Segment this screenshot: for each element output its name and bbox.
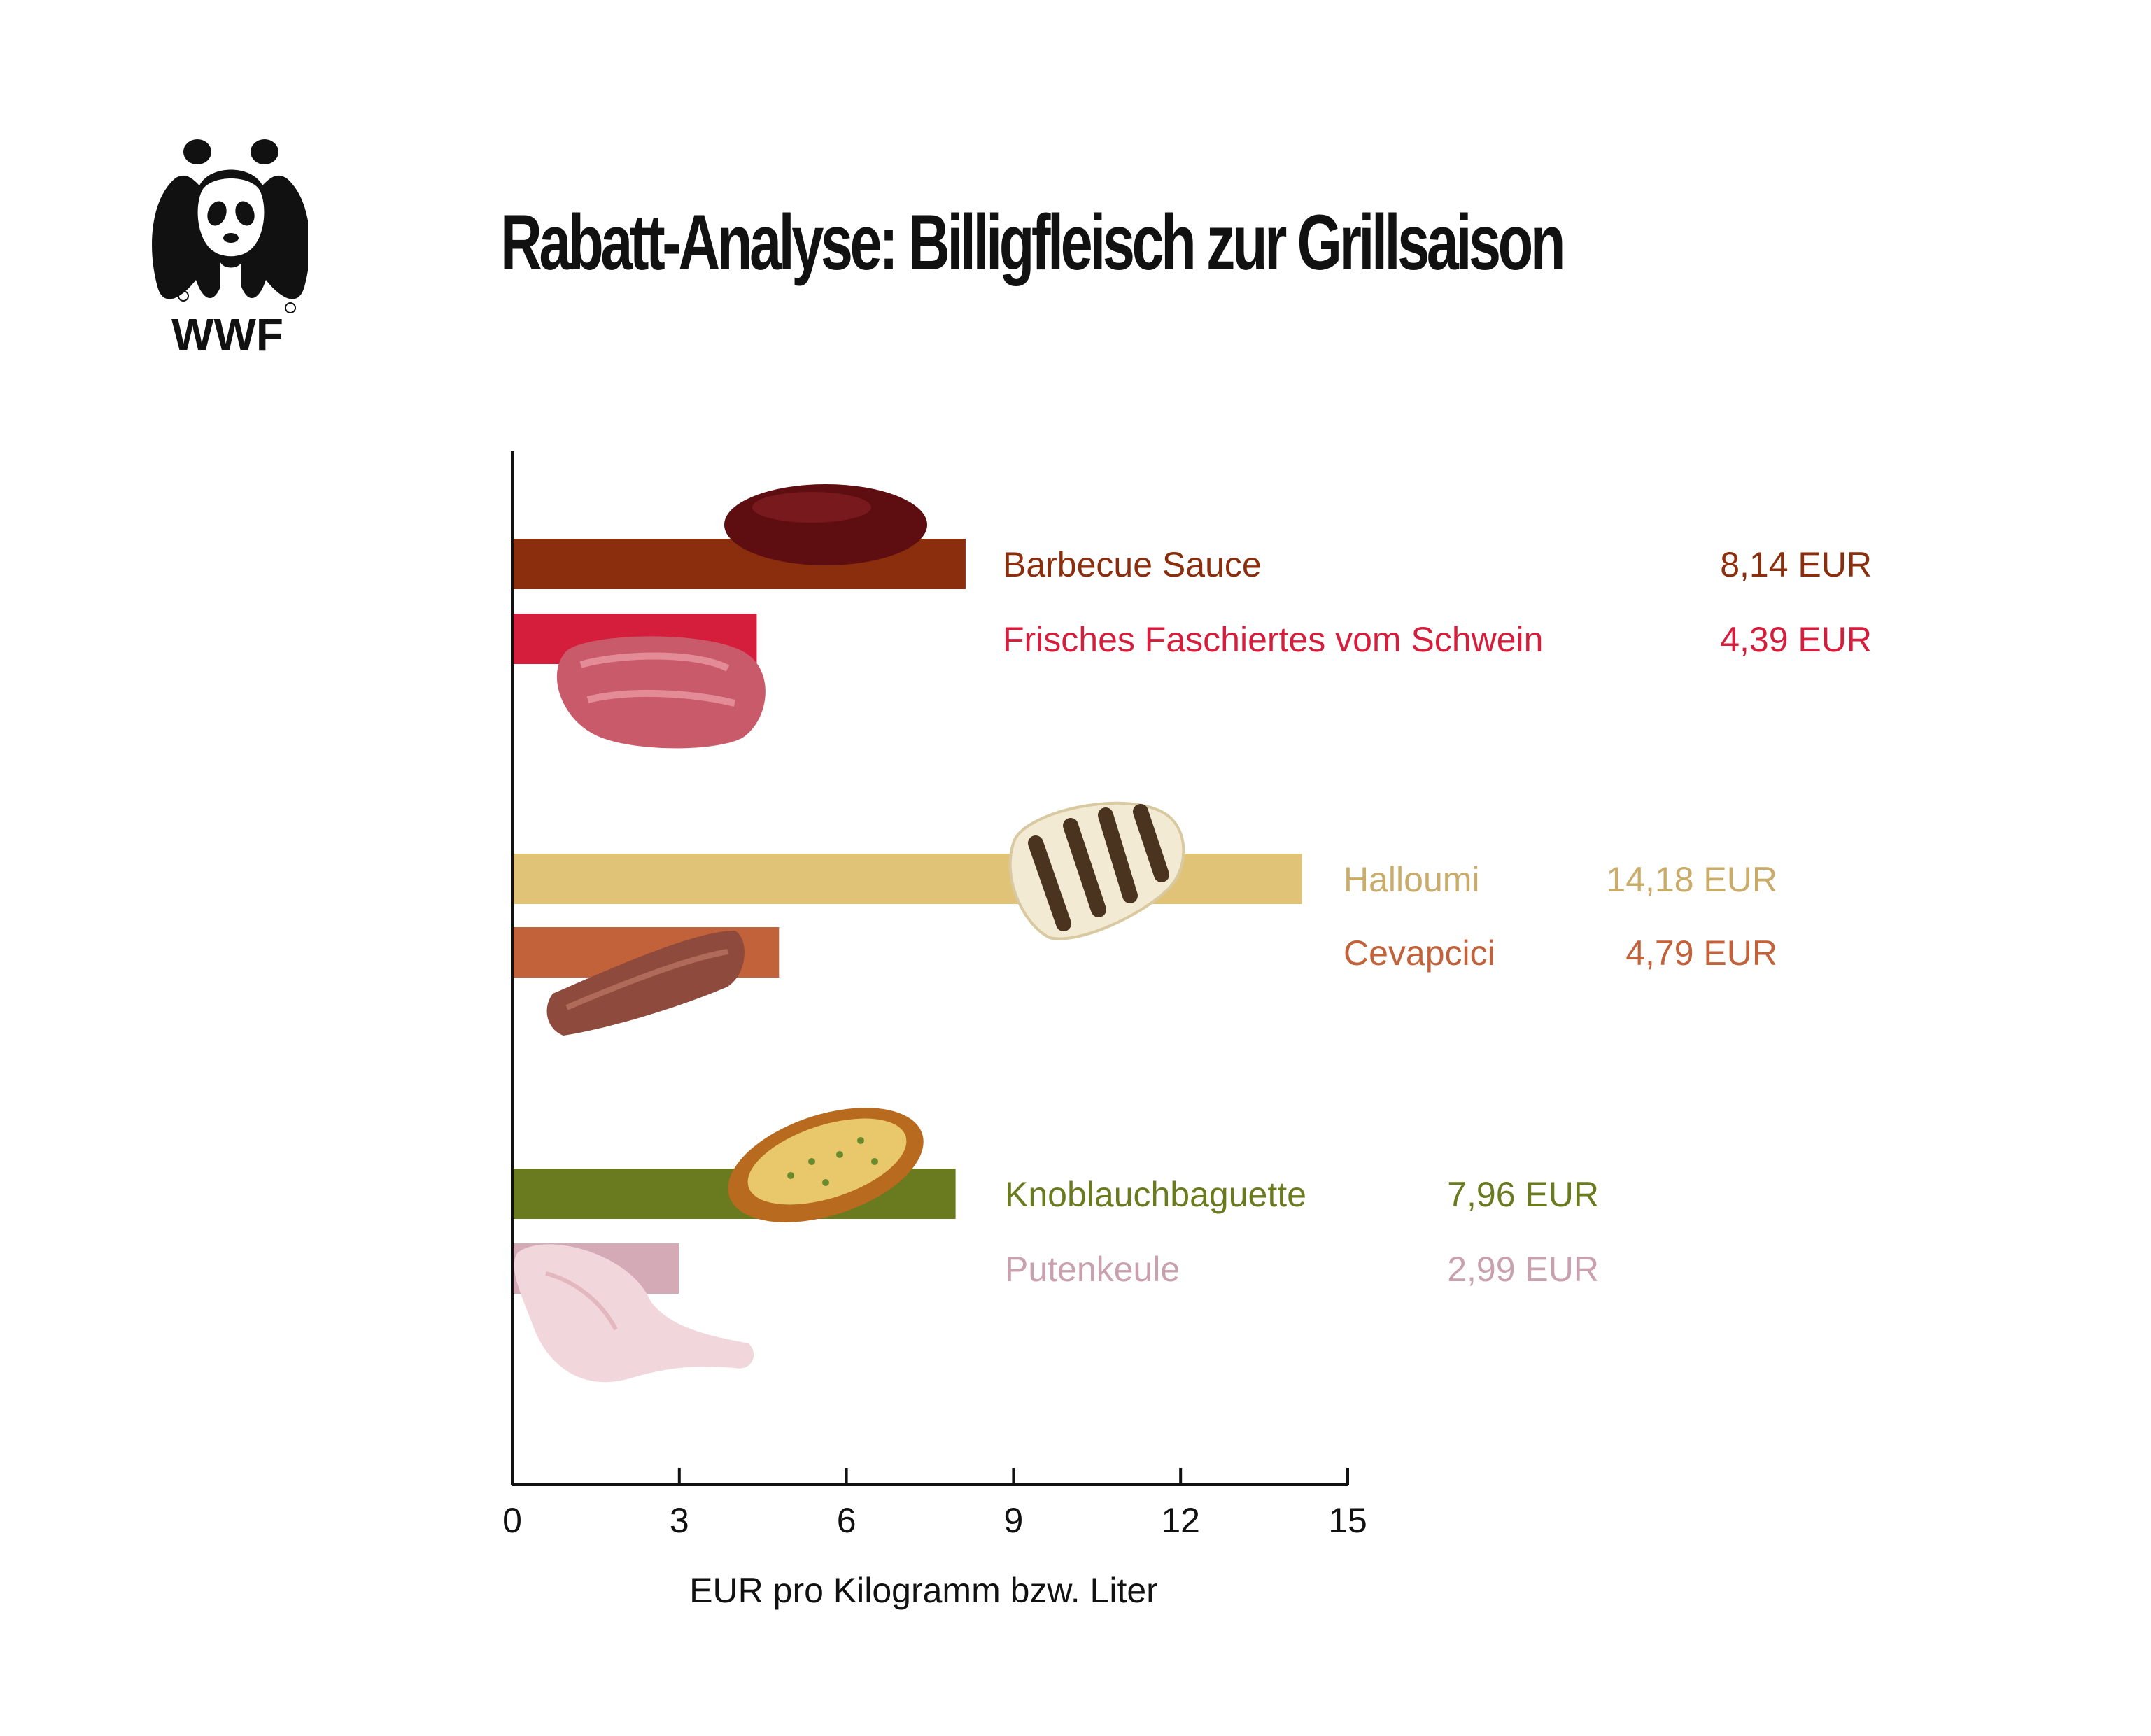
garlic-baguette-icon [728,1108,924,1222]
wwf-text: WWF [171,309,283,360]
category-label: Frisches Faschiertes vom Schwein [1003,620,1543,659]
bar-labels: Barbecue Sauce 8,14 EUR Frisches Faschiert… [1003,545,1872,1289]
x-tick-label: 6 [837,1501,856,1540]
x-tick-label: 3 [670,1501,689,1540]
category-label: Barbecue Sauce [1003,545,1262,584]
x-tick-label: 0 [502,1501,522,1540]
category-label: Putenkeule [1005,1250,1180,1289]
x-tick-label: 12 [1161,1501,1200,1540]
value-label: 14,18 EUR [1606,860,1777,899]
chart-title: Rabatt-Analyse: Billigfleisch zur Grills… [500,199,1566,286]
value-label: 4,79 EUR [1625,933,1777,973]
halloumi-icon [1008,801,1185,940]
panda-icon: WWF [152,139,310,360]
value-label: 2,99 EUR [1447,1250,1599,1289]
category-label: Halloumi [1344,860,1480,899]
x-tick-label: 15 [1328,1501,1367,1540]
axes: 0 3 6 9 12 15 [502,451,1367,1540]
cevapcici-icon [546,931,745,1036]
barbecue-sauce-icon [724,484,927,565]
category-label: Knoblauchbaguette [1005,1175,1306,1214]
x-axis-label: EUR pro Kilogramm bzw. Liter [689,1571,1158,1610]
category-label: Cevapcici [1344,933,1495,973]
wwf-logo: WWF [147,136,310,367]
value-label: 8,14 EUR [1720,545,1872,584]
turkey-leg-icon [514,1244,754,1383]
minced-pork-icon [556,636,766,749]
x-tick-label: 9 [1003,1501,1023,1540]
value-label: 7,96 EUR [1447,1175,1599,1214]
food-images [514,484,1185,1383]
value-label: 4,39 EUR [1720,620,1872,659]
